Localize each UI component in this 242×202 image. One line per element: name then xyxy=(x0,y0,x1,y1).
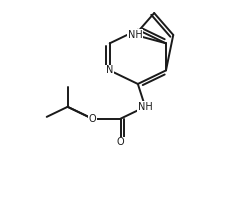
Text: O: O xyxy=(88,114,96,124)
Text: NH: NH xyxy=(128,30,143,40)
Text: NH: NH xyxy=(138,102,152,112)
Text: N: N xyxy=(106,65,113,75)
Text: O: O xyxy=(117,137,124,147)
